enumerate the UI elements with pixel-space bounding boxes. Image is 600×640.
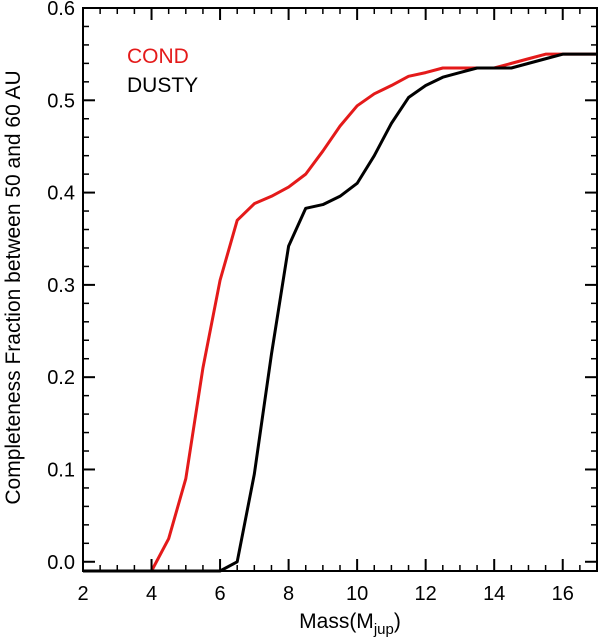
x-tick-label: 10: [346, 583, 368, 605]
x-tick-label: 6: [215, 583, 226, 605]
y-tick-label: 0.6: [47, 0, 75, 20]
label-layer: Mass(Mjup) Completeness Fraction between …: [2, 70, 401, 638]
x-tick-label: 14: [483, 583, 505, 605]
y-tick-label: 0.5: [47, 90, 75, 112]
tick-layer: 2 4 6 8 10 12 14 16 0.0 0.1 0.2 0.3 0.4 0.5 0.6: [47, 0, 598, 605]
x-tick-label: 4: [146, 583, 157, 605]
x-axis-label-subscript: jup: [373, 621, 394, 638]
y-axis-label: Completeness Fraction between 50 and 60 …: [2, 70, 25, 504]
x-tick-label: 2: [77, 583, 88, 605]
x-axis-label-close: ): [394, 610, 401, 633]
y-tick-label: 0.2: [47, 367, 75, 389]
x-tick-label: 8: [283, 583, 294, 605]
legend-entry-cond: COND: [127, 45, 189, 68]
x-tick-label: 12: [415, 583, 437, 605]
y-tick-label: 0.0: [47, 552, 75, 574]
series-line-dusty: [83, 52, 597, 573]
legend: COND DUSTY: [127, 45, 198, 97]
y-tick-label: 0.4: [47, 183, 75, 205]
x-axis-label: Mass(Mjup): [299, 610, 401, 638]
series-line-cond: [83, 52, 597, 573]
x-axis-label-main: Mass(M: [299, 610, 374, 633]
y-tick-label: 0.3: [47, 275, 75, 297]
y-tick-label: 0.1: [47, 459, 75, 481]
x-tick-label: 16: [552, 583, 574, 605]
series-layer: [83, 52, 597, 573]
legend-entry-dusty: DUSTY: [127, 74, 198, 97]
